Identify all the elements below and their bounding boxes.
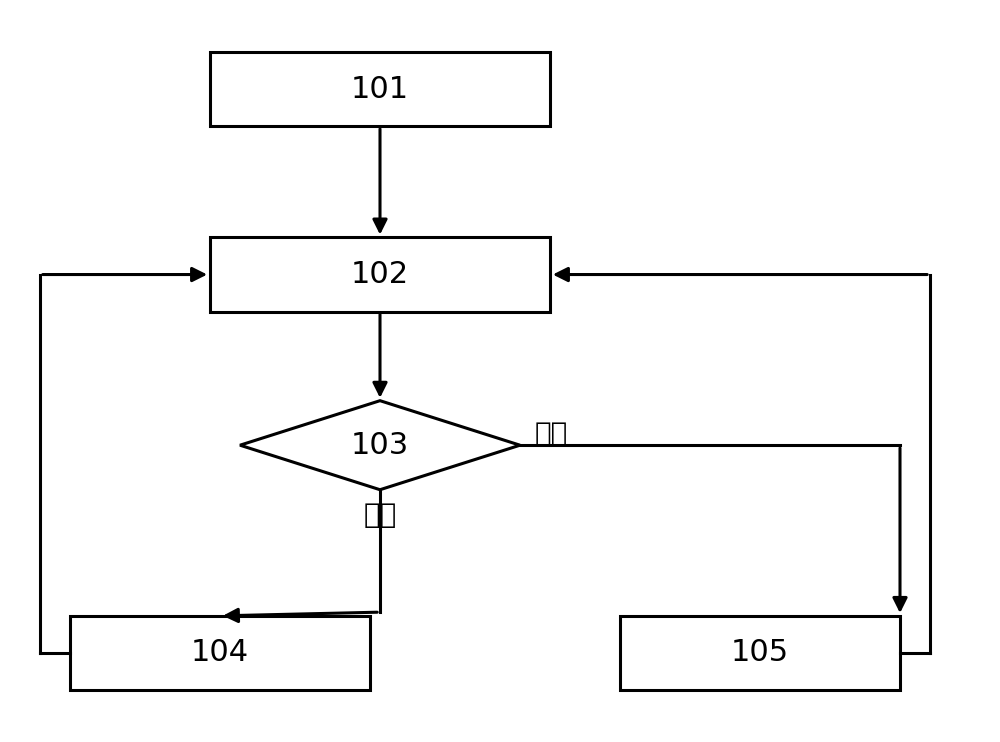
Bar bbox=[620, 616, 900, 690]
Text: 102: 102 bbox=[351, 260, 409, 289]
Polygon shape bbox=[240, 401, 520, 490]
Bar bbox=[70, 616, 370, 690]
Text: 105: 105 bbox=[731, 638, 789, 668]
Text: 103: 103 bbox=[351, 430, 409, 460]
Text: 101: 101 bbox=[351, 74, 409, 104]
Text: 104: 104 bbox=[191, 638, 249, 668]
Text: 小于: 小于 bbox=[535, 420, 568, 448]
Bar bbox=[210, 52, 550, 126]
Bar bbox=[210, 237, 550, 312]
Text: 大于: 大于 bbox=[363, 501, 397, 529]
